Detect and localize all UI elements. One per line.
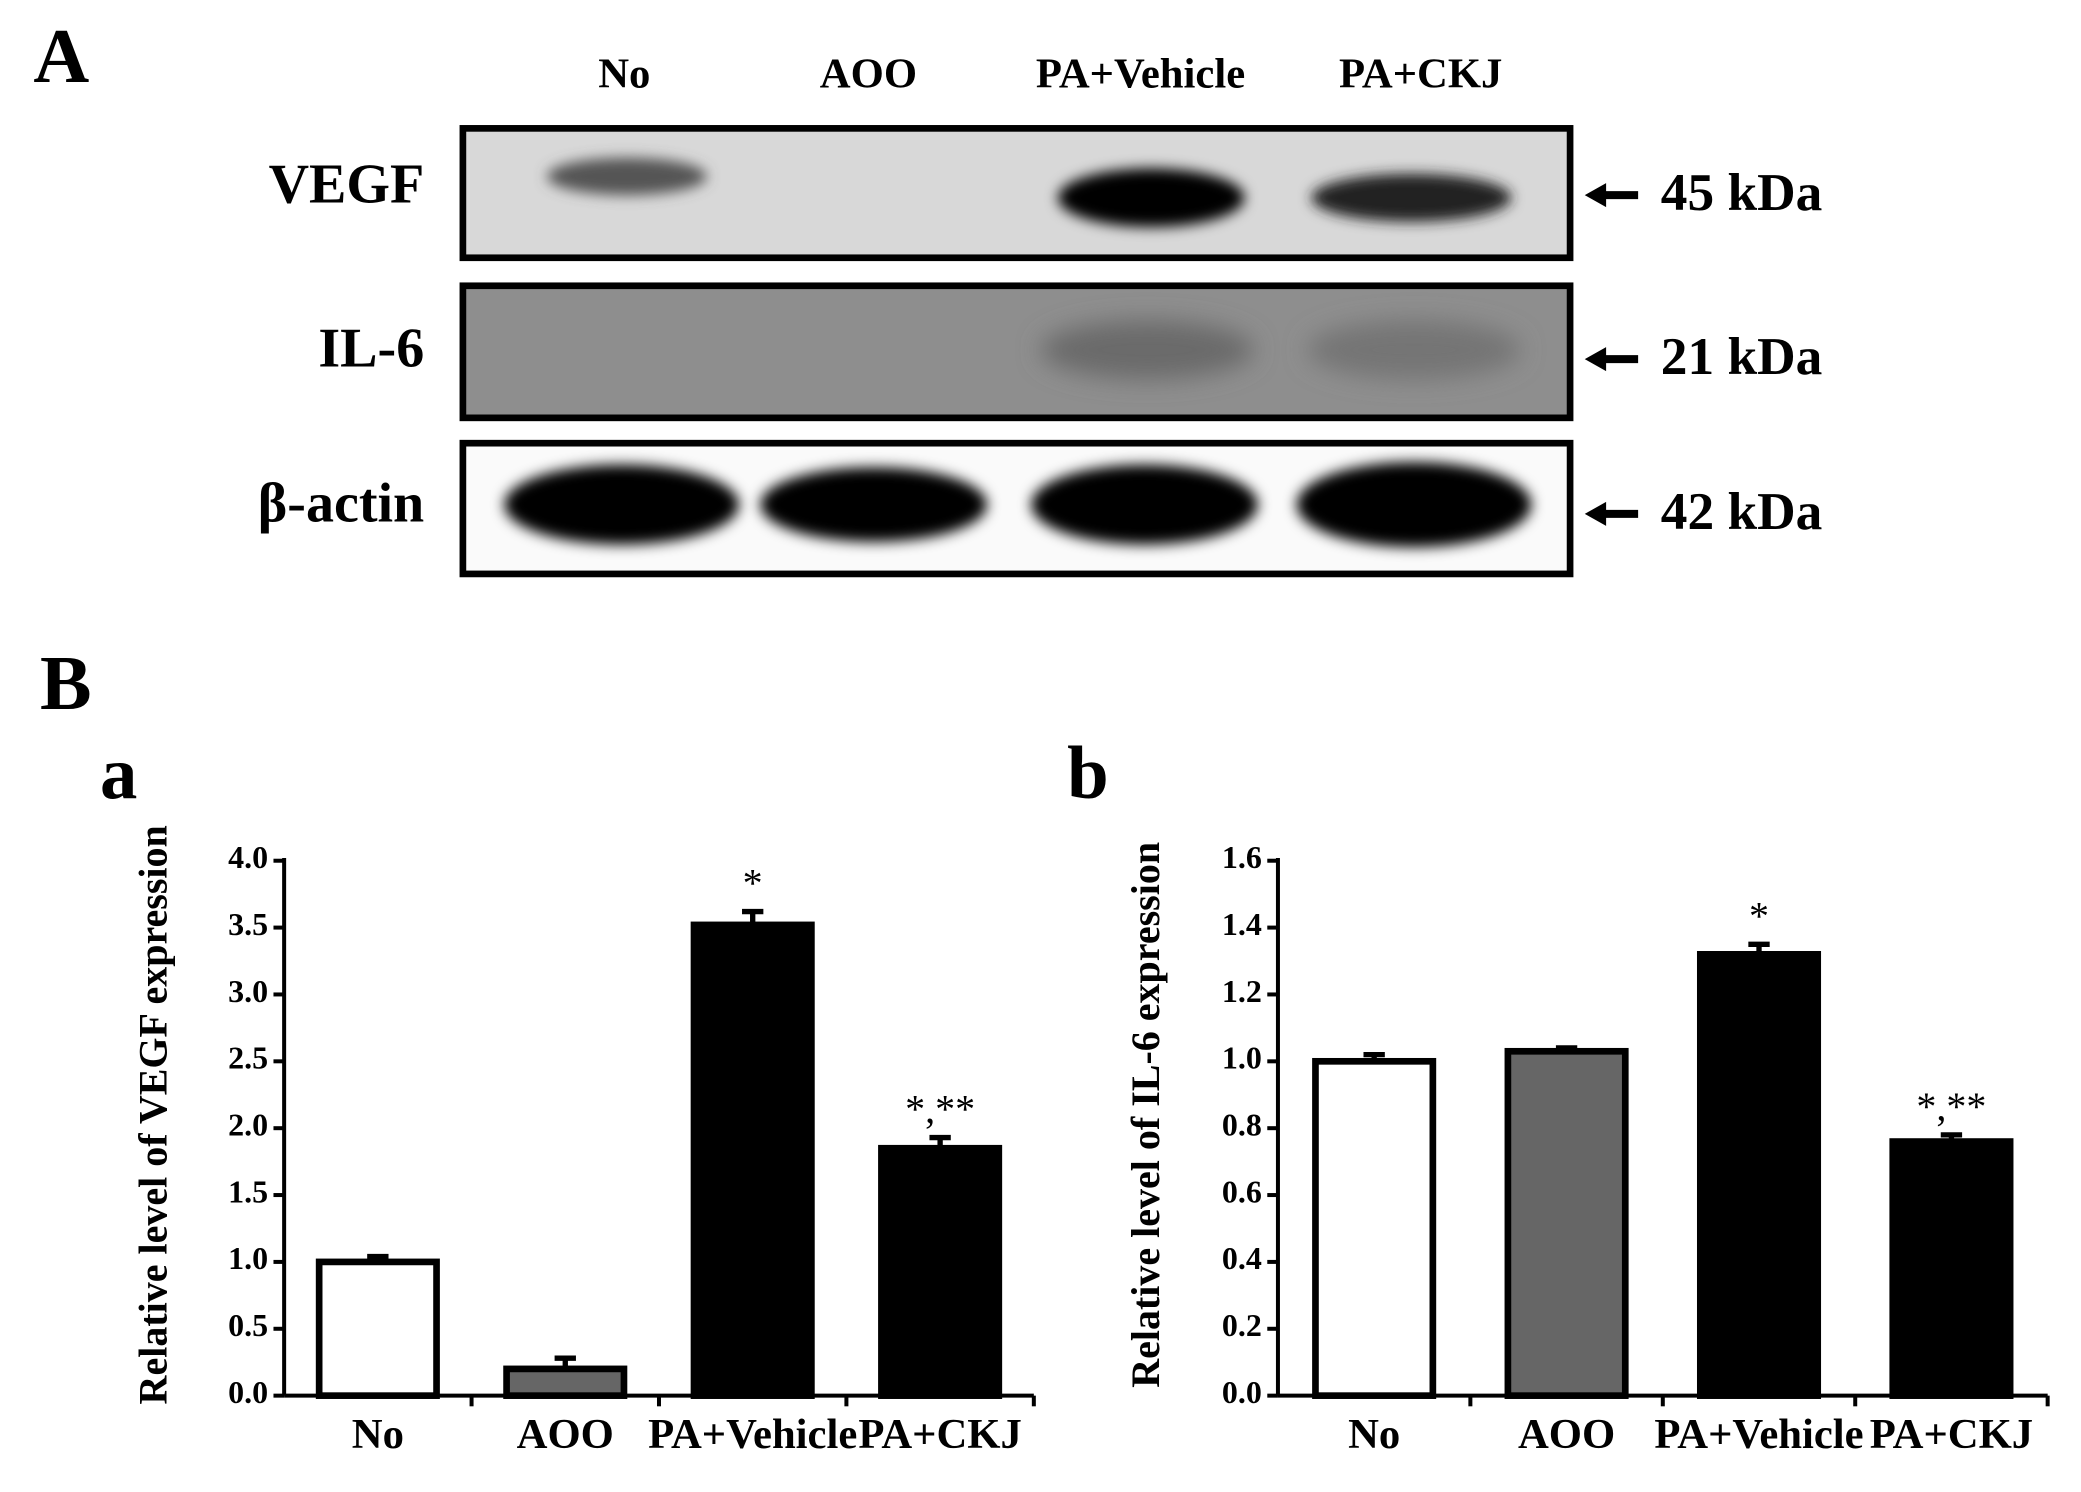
y-tick-label: 0.0 <box>228 1374 268 1410</box>
size-label: 45 kDa <box>1661 162 1823 222</box>
size-label: 21 kDa <box>1661 326 1823 386</box>
protein-label: VEGF <box>269 154 425 216</box>
y-tick-label: 0.8 <box>1222 1107 1262 1143</box>
y-tick-label: 2.5 <box>228 1040 268 1076</box>
x-tick-label: AOO <box>1518 1411 1615 1458</box>
panel-label: A <box>33 13 89 99</box>
lane-label: PA+Vehicle <box>1036 50 1245 97</box>
x-tick-label: No <box>1348 1411 1400 1458</box>
y-tick-label: 0.0 <box>1222 1374 1262 1410</box>
y-tick-label: 0.6 <box>1222 1173 1262 1209</box>
protein-label: β-actin <box>258 472 424 534</box>
bar <box>878 1144 1003 1399</box>
y-tick-label: 1.5 <box>228 1173 268 1209</box>
band <box>1296 461 1532 548</box>
band <box>1040 320 1254 380</box>
y-tick-label: 1.2 <box>1222 973 1262 1009</box>
arrow <box>1584 501 1639 526</box>
blot-bands <box>459 125 1574 578</box>
band <box>760 467 988 542</box>
y-tick-label: 1.0 <box>1222 1040 1262 1076</box>
bar <box>1504 1047 1629 1399</box>
y-tick-label: 3.5 <box>228 906 268 942</box>
y-tick-label: 1.0 <box>228 1240 268 1276</box>
protein-label: IL-6 <box>318 318 424 380</box>
significance: * <box>1749 893 1769 938</box>
y-tick-label: 1.6 <box>1222 839 1262 875</box>
y-tick-label: 4.0 <box>228 839 268 875</box>
bar <box>690 921 815 1399</box>
lane-label: No <box>598 50 650 97</box>
band <box>1031 464 1258 545</box>
band <box>504 464 740 545</box>
y-tick-label: 2.0 <box>228 1107 268 1143</box>
y-tick-label: 0.2 <box>1222 1307 1262 1343</box>
y-tick-label: 0.5 <box>228 1307 268 1343</box>
bar <box>503 1365 628 1399</box>
panel-label: b <box>1067 732 1109 815</box>
significance: *,** <box>905 1087 975 1132</box>
significance: *,** <box>1916 1084 1986 1129</box>
bar <box>1312 1057 1437 1399</box>
band <box>1311 173 1512 222</box>
x-tick-label: No <box>352 1411 404 1458</box>
x-tick-label: PA+Vehicle <box>1654 1411 1863 1458</box>
band <box>1057 168 1245 228</box>
y-axis-label: Relative level of VEGF expression <box>131 825 176 1404</box>
x-tick-label: AOO <box>517 1411 614 1458</box>
arrow <box>1584 183 1639 208</box>
y-tick-label: 0.4 <box>1222 1240 1262 1276</box>
x-tick-label: PA+CKJ <box>1870 1411 2033 1458</box>
significance: * <box>743 861 763 906</box>
bar <box>1696 950 1822 1399</box>
x-tick-label: PA+CKJ <box>858 1411 1021 1458</box>
y-axis-label: Relative level of IL-6 expression <box>1123 842 1168 1388</box>
size-label: 42 kDa <box>1661 481 1823 541</box>
bar <box>1889 1138 2014 1399</box>
band <box>546 157 708 196</box>
lane-label: AOO <box>820 50 917 97</box>
y-tick-label: 3.0 <box>228 973 268 1009</box>
lane-label: PA+CKJ <box>1339 50 1502 97</box>
panel-label: a <box>100 732 137 815</box>
band <box>1307 320 1521 380</box>
y-tick-label: 1.4 <box>1222 906 1262 942</box>
panel-label: B <box>40 640 92 726</box>
x-tick-label: PA+Vehicle <box>648 1411 857 1458</box>
arrow <box>1584 347 1639 372</box>
bar <box>315 1258 440 1399</box>
